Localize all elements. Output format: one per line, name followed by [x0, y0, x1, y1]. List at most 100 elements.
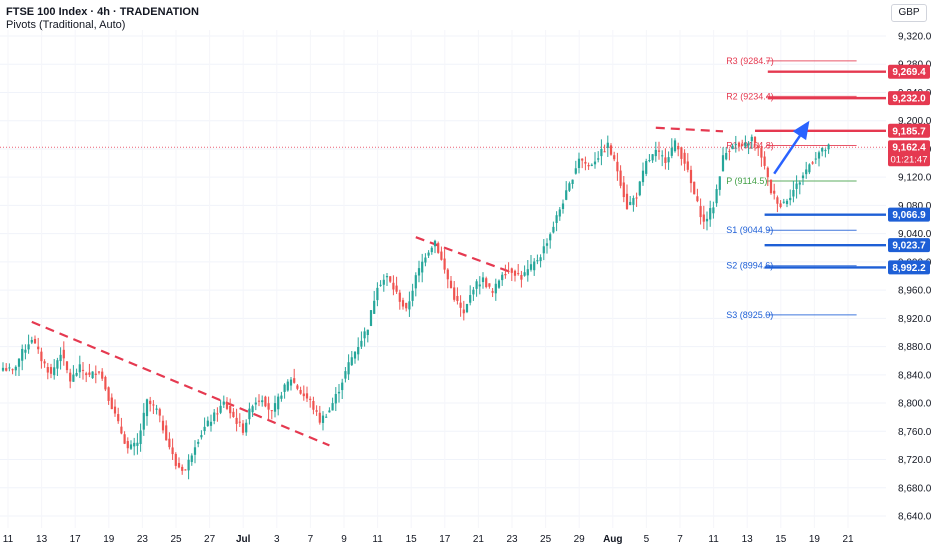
candle-body	[427, 252, 430, 256]
candle-body	[363, 331, 366, 339]
candle-body	[251, 406, 254, 413]
candle-body	[27, 344, 30, 350]
candle-body	[62, 349, 65, 359]
time-axis[interactable]: 11 13 17 19 23 25 27 Jul 3 7 9 11 15 17 21 23 25 29 Aug 5 7 1…	[3, 534, 854, 545]
trendline	[415, 236, 513, 274]
candle-body	[536, 260, 539, 262]
candle-body	[635, 197, 638, 199]
x-tick-label: 21	[842, 534, 854, 545]
candle-body	[811, 162, 814, 164]
candle-body	[782, 201, 785, 203]
candle-body	[667, 157, 670, 163]
candle-body	[165, 425, 168, 441]
candle-body	[424, 257, 427, 263]
candle-body	[430, 247, 433, 253]
candle-body	[465, 303, 469, 313]
candle-body	[376, 287, 379, 301]
candle-body	[75, 372, 78, 376]
horizontal-levels	[0, 70, 886, 269]
candle-body	[312, 400, 315, 410]
currency-badge[interactable]: GBP	[891, 4, 927, 22]
pivot-label-s2: S2 (8994.6)	[726, 261, 773, 271]
candle-body	[216, 413, 219, 415]
candle-body	[49, 367, 53, 374]
arrow-shaft	[773, 130, 805, 175]
candle-body	[219, 405, 222, 413]
candle-body	[689, 169, 693, 184]
candle-body	[446, 269, 449, 280]
y-tick-label: 8,680.0	[898, 483, 932, 494]
candle-body	[334, 393, 337, 404]
candle-body	[773, 190, 776, 194]
pivot-levels: R3 (9284.7) R2 (9234.4) R1 (9164.8) P (9114…	[726, 56, 857, 320]
x-tick-label: Jul	[236, 534, 251, 545]
candle-body	[222, 401, 225, 405]
candle-body	[379, 284, 382, 286]
candle-body	[283, 384, 286, 392]
candle-body	[398, 292, 401, 302]
candle-body	[158, 409, 161, 416]
candle-body	[705, 218, 709, 222]
candle-body	[190, 455, 193, 462]
candle-body	[638, 181, 641, 196]
candle-body	[805, 169, 808, 175]
candle-body	[113, 406, 117, 414]
trendline	[655, 126, 724, 133]
x-tick-label: 25	[540, 534, 552, 545]
candle-body	[696, 196, 699, 202]
candle-body	[744, 142, 747, 147]
candle-body	[341, 382, 344, 391]
x-tick-label: 3	[274, 534, 280, 545]
candle-body	[785, 200, 789, 205]
candle-body	[101, 371, 104, 379]
x-tick-label: 25	[170, 534, 182, 545]
candle-body	[520, 275, 523, 280]
candles	[1, 134, 830, 480]
candle-body	[545, 243, 549, 246]
candle-body	[325, 416, 328, 418]
candle-body	[574, 168, 577, 174]
candle-body	[337, 391, 341, 394]
candle-body	[289, 379, 293, 386]
candle-body	[401, 300, 405, 307]
candle-body	[488, 283, 491, 287]
candle-body	[613, 155, 616, 160]
candle-body	[641, 170, 645, 183]
x-tick-label: 27	[204, 534, 216, 545]
candle-body	[69, 372, 72, 382]
level-tag-label: 9,232.0	[892, 94, 926, 105]
candle-body	[526, 269, 529, 276]
candle-body	[600, 149, 603, 157]
candle-body	[353, 351, 357, 359]
candle-body	[369, 310, 373, 326]
candle-body	[241, 423, 245, 433]
candle-body	[97, 371, 101, 373]
candle-body	[558, 209, 561, 217]
candle-body	[238, 421, 241, 423]
candle-body	[577, 158, 581, 169]
candle-body	[225, 402, 229, 409]
level-tag	[888, 207, 930, 222]
y-tick-label: 9,320.0	[898, 32, 932, 43]
current-price-label: 9,162.4	[892, 143, 926, 154]
candle-body	[437, 243, 440, 253]
candle-body	[603, 151, 606, 153]
candle-body	[152, 404, 155, 406]
candle-body	[683, 152, 686, 164]
candle-body	[181, 466, 184, 471]
candle-body	[478, 284, 481, 287]
candle-body	[421, 261, 424, 273]
pivot-label-p: P (9114.5)	[726, 176, 767, 186]
trendline	[31, 320, 330, 447]
candle-body	[616, 161, 619, 172]
candle-body	[609, 145, 613, 155]
candle-body	[123, 434, 126, 444]
y-tick-label: 8,880.0	[898, 342, 932, 353]
x-tick-label: 5	[644, 534, 650, 545]
candle-body	[382, 279, 385, 285]
y-tick-label: 8,960.0	[898, 286, 932, 297]
candle-body	[725, 152, 728, 160]
candle-body	[693, 181, 696, 195]
price-axis[interactable]: 8,640.0 8,680.0 8,720.0 8,760.0 8,800.0 8,840…	[888, 32, 932, 523]
